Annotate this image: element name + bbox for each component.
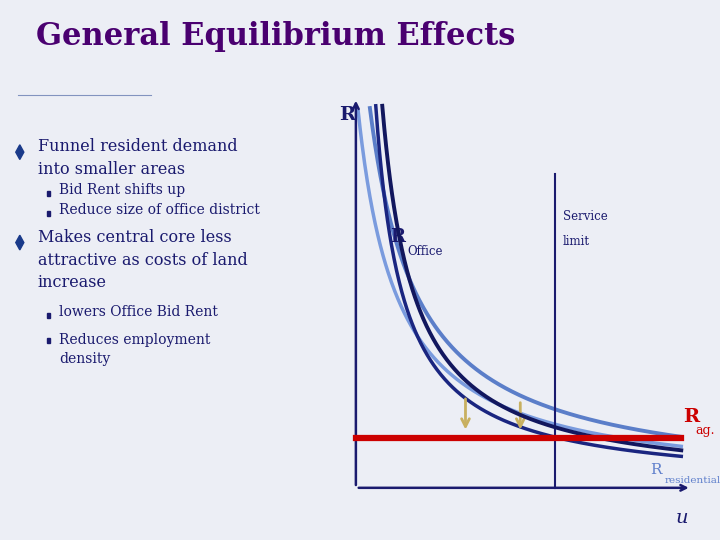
Polygon shape <box>16 235 24 250</box>
Text: residential: residential <box>664 476 720 484</box>
Text: lowers Office Bid Rent: lowers Office Bid Rent <box>60 305 218 319</box>
Text: Makes central core less
attractive as costs of land
increase: Makes central core less attractive as co… <box>37 229 248 292</box>
Text: R: R <box>338 105 355 124</box>
Text: General Equilibrium Effects: General Equilibrium Effects <box>36 21 516 52</box>
Text: Office: Office <box>408 245 443 258</box>
Bar <box>47 338 50 343</box>
Text: Bid Rent shifts up: Bid Rent shifts up <box>60 183 186 197</box>
Text: R: R <box>390 228 405 246</box>
Text: R: R <box>650 463 662 477</box>
Text: Service: Service <box>563 210 608 223</box>
Text: Reduces employment
density: Reduces employment density <box>60 333 211 367</box>
Text: limit: limit <box>563 235 590 248</box>
Bar <box>47 191 50 196</box>
Text: u: u <box>675 509 688 527</box>
Bar <box>47 313 50 318</box>
Text: ag.: ag. <box>695 424 714 437</box>
Text: Reduce size of office district: Reduce size of office district <box>60 203 260 217</box>
Bar <box>47 211 50 216</box>
Text: R: R <box>683 408 699 426</box>
Polygon shape <box>16 145 24 159</box>
Text: Funnel resident demand
into smaller areas: Funnel resident demand into smaller area… <box>37 138 238 178</box>
